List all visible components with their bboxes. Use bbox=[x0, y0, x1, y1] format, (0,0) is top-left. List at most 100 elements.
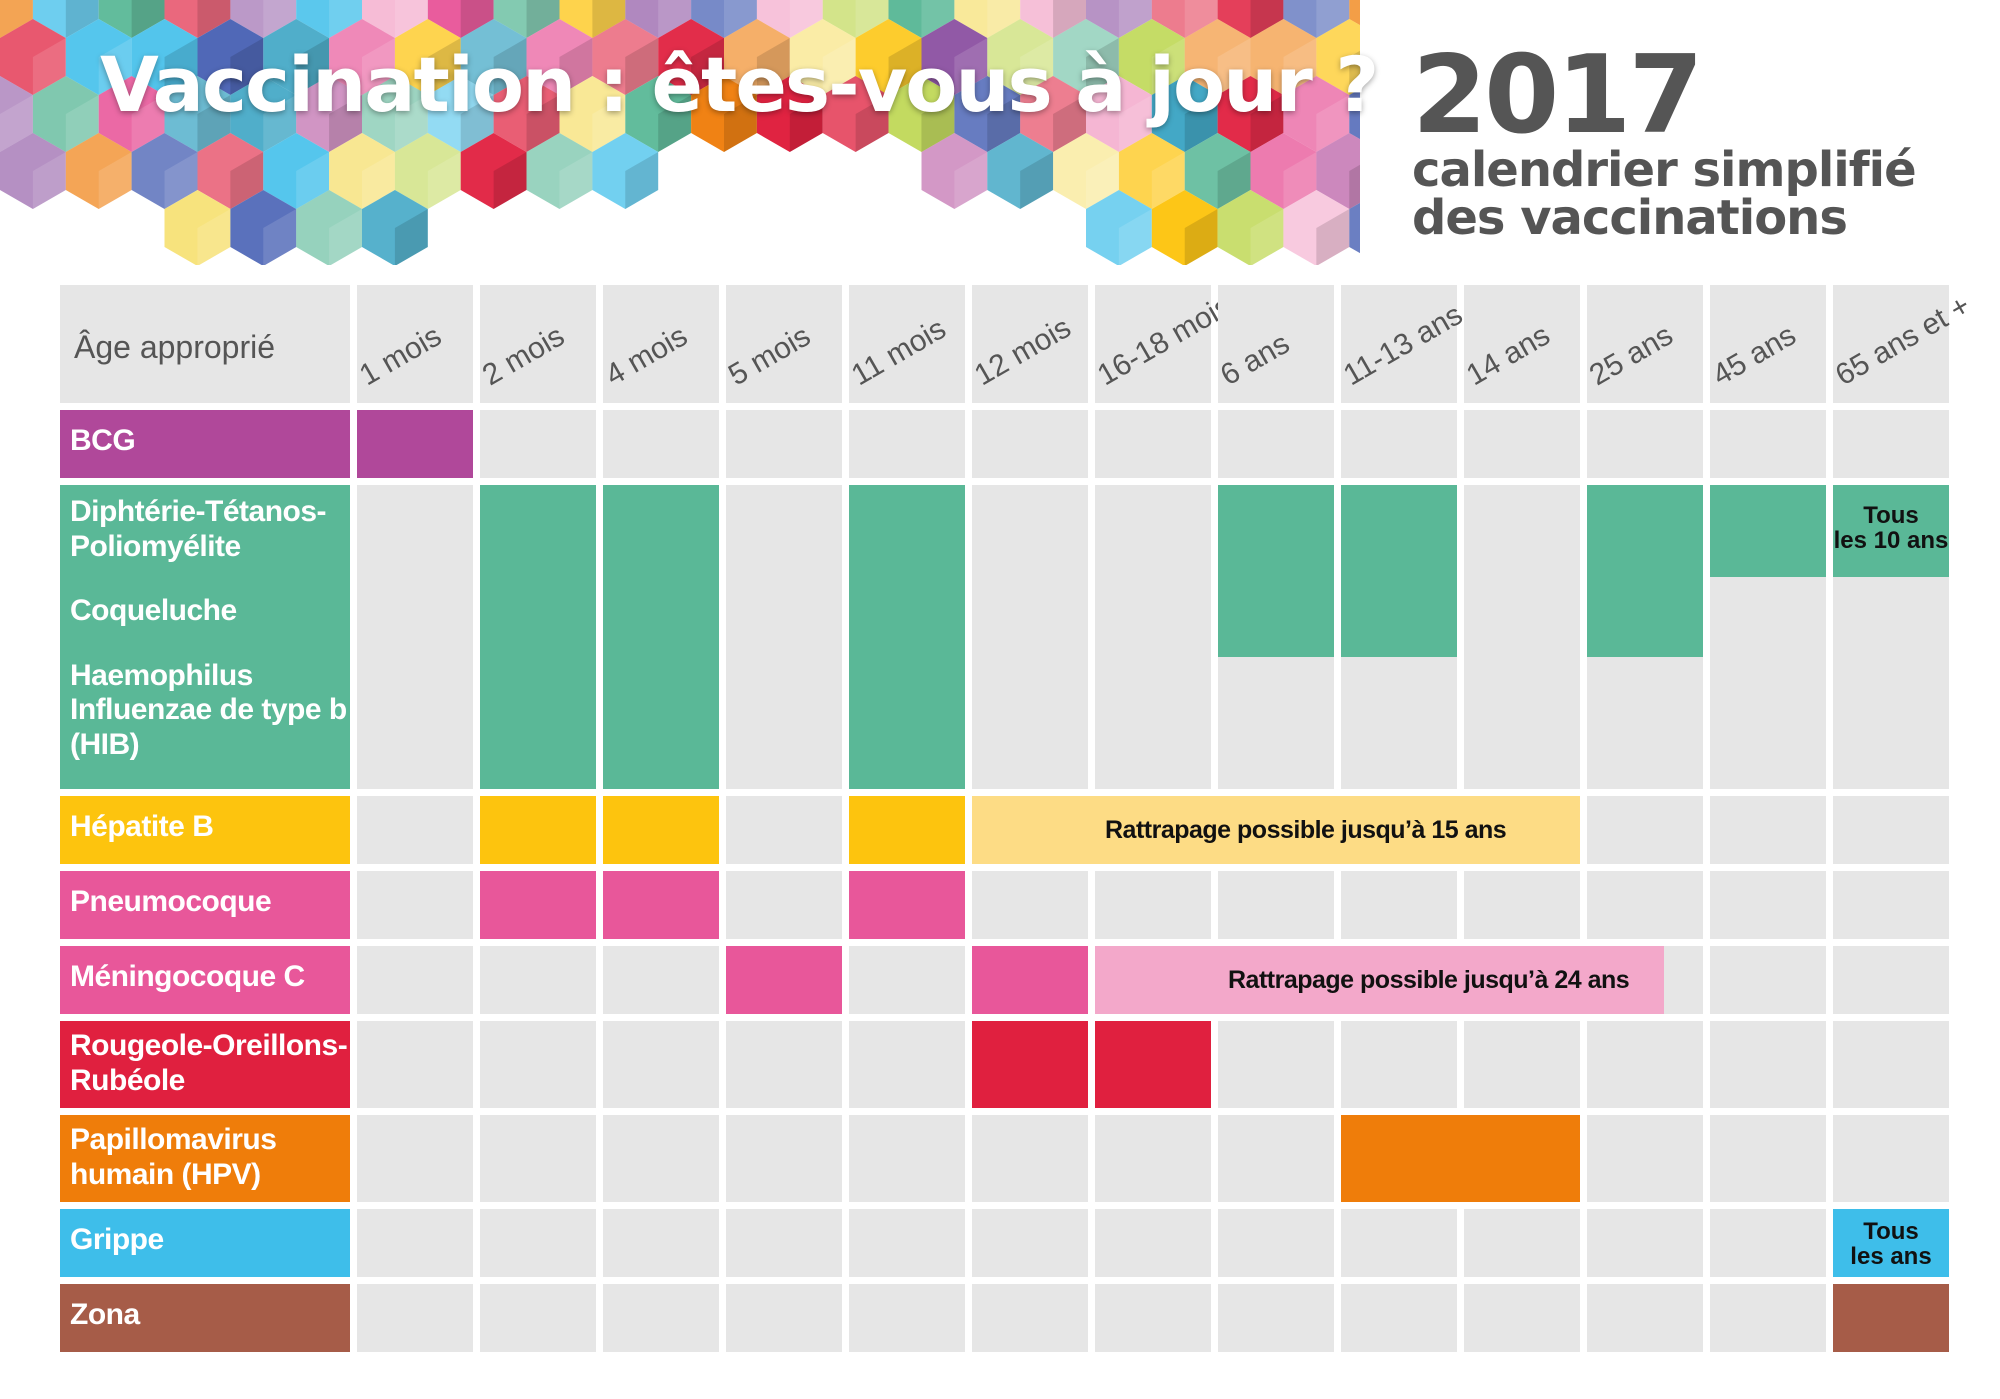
grid-cell bbox=[849, 1021, 965, 1108]
corner-header-cell: Âge approprié bbox=[60, 285, 350, 403]
mosaic-cube-face bbox=[658, 0, 692, 38]
mosaic-hexagon bbox=[921, 133, 988, 209]
mosaic-cube-face bbox=[394, 95, 428, 152]
grid-cell bbox=[603, 410, 719, 478]
grid-cell bbox=[480, 1115, 596, 1202]
mosaic-hexagon bbox=[1086, 190, 1152, 265]
mosaic-hexagon bbox=[1086, 0, 1152, 38]
vaccine-label-meningocoque-c-text: Méningocoque C bbox=[70, 960, 305, 993]
mosaic-cube-face bbox=[1349, 164, 1360, 209]
mosaic-hexagon bbox=[658, 19, 724, 95]
mosaic-cube-face bbox=[32, 152, 66, 209]
mosaic-hexagon bbox=[526, 133, 593, 209]
vaccine-label-hib-line3: (HIB) bbox=[70, 727, 140, 761]
mosaic-hexagon bbox=[65, 19, 132, 95]
mosaic-cube-face bbox=[691, 38, 724, 95]
grid-cell bbox=[1218, 871, 1334, 939]
grid-cell bbox=[1095, 1209, 1211, 1277]
mosaic-hexagon bbox=[197, 19, 264, 95]
mosaic-hexagon bbox=[164, 76, 231, 152]
grid-cell bbox=[480, 1284, 596, 1352]
mosaic-hexagon bbox=[1316, 19, 1360, 95]
schedule-fill bbox=[603, 796, 719, 864]
mosaic-hexagon bbox=[1349, 0, 1360, 26]
mosaic-hexagon bbox=[1283, 190, 1350, 265]
mosaic-cube-face bbox=[954, 152, 988, 209]
mosaic-cube-face bbox=[592, 95, 626, 152]
mosaic-cube-face bbox=[1085, 38, 1119, 95]
grid-cell bbox=[1218, 1284, 1334, 1352]
mosaic-cube-face bbox=[592, 0, 626, 38]
grid-cell bbox=[1710, 1284, 1826, 1352]
mosaic-cube-face bbox=[361, 152, 395, 209]
grid-cell bbox=[1095, 1284, 1211, 1352]
mosaic-hexagon bbox=[987, 133, 1054, 209]
grid-cell bbox=[1095, 410, 1211, 478]
grid-cell bbox=[480, 1021, 596, 1108]
mosaic-cube-face bbox=[1053, 95, 1086, 152]
mosaic-hexagon bbox=[1118, 19, 1185, 95]
vaccine-label-bcg-text: BCG bbox=[70, 424, 136, 457]
vaccination-calendar-table: Âge approprié BCG Diphtérie-Tétanos- Pol… bbox=[60, 285, 1976, 1352]
hepb-catchup-band bbox=[972, 796, 1580, 864]
mosaic-hexagon bbox=[394, 133, 461, 209]
grid-cell bbox=[972, 1209, 1088, 1277]
mosaic-cube-face bbox=[394, 209, 428, 265]
grid-cell bbox=[849, 1209, 965, 1277]
mosaic-cube-face bbox=[1316, 95, 1350, 152]
vaccine-label-ror: Rougeole-Oreillons- Rubéole bbox=[60, 1021, 350, 1108]
age-header-cell: 4 mois bbox=[600, 285, 719, 403]
grid-cell bbox=[603, 946, 719, 1014]
grid-cell bbox=[1095, 485, 1211, 789]
mosaic-cube-face bbox=[493, 38, 527, 95]
mosaic-cube-face bbox=[625, 38, 659, 95]
vaccine-label-hpv: Papillomavirus humain (HPV) bbox=[60, 1115, 350, 1202]
grid-cell bbox=[1833, 946, 1949, 1014]
mosaic-hexagon bbox=[164, 0, 231, 38]
schedule-fill bbox=[1341, 485, 1457, 657]
mosaic-hexagon bbox=[1217, 0, 1284, 38]
vaccine-label-dtp-line1: Diphtérie-Tétanos- bbox=[70, 495, 327, 528]
grid-cell bbox=[1464, 1021, 1580, 1108]
grid-cell bbox=[480, 410, 596, 478]
mosaic-hexagon bbox=[0, 76, 33, 152]
mosaic-cube-face bbox=[921, 95, 955, 152]
age-label: 11-13 ans bbox=[1338, 297, 1469, 393]
mosaic-hexagon bbox=[296, 76, 362, 152]
schedule-fill bbox=[480, 871, 596, 939]
grid-cell bbox=[1710, 410, 1826, 478]
grid-cell bbox=[603, 1115, 719, 1202]
mosaic-hexagon bbox=[625, 76, 692, 152]
mosaic-cube-face bbox=[1316, 209, 1350, 265]
grid-cell bbox=[1341, 410, 1457, 478]
vaccine-label-pneumocoque: Pneumocoque bbox=[60, 871, 350, 939]
age-header-cell: 12 mois bbox=[969, 285, 1088, 403]
grid-cell bbox=[1710, 1115, 1826, 1202]
hepb-catchup-text: Rattrapage possible jusqu’à 15 ans bbox=[1105, 816, 1507, 844]
grid-cell bbox=[1587, 871, 1703, 939]
mosaic-cube-face bbox=[460, 0, 494, 38]
grid-cell bbox=[357, 1021, 473, 1108]
mosaic-hexagon bbox=[98, 76, 165, 152]
header-hexagon-mosaic bbox=[0, 0, 1360, 265]
mosaic-hexagon bbox=[724, 19, 790, 95]
grid-cell bbox=[1218, 1115, 1334, 1202]
vaccine-label-dtp-line2: Poliomyélite bbox=[70, 529, 241, 563]
mosaic-cube-face bbox=[1053, 0, 1086, 38]
mosaic-cube-face bbox=[559, 152, 593, 209]
mosaic-cube-face bbox=[1283, 152, 1317, 209]
vaccine-label-dtp-coq-hib: Diphtérie-Tétanos- Poliomyélite Coqueluc… bbox=[60, 485, 350, 789]
mosaic-hexagon bbox=[230, 76, 297, 152]
age-header-cell: 5 mois bbox=[723, 285, 842, 403]
mosaic-cube-face bbox=[1217, 38, 1251, 95]
mosaic-hexagon bbox=[691, 76, 757, 152]
mosaic-hexagon bbox=[888, 76, 955, 152]
grid-cell bbox=[1587, 1209, 1703, 1277]
mosaic-hexagon bbox=[1283, 76, 1350, 152]
mosaic-cube-face bbox=[1316, 0, 1350, 38]
mosaic-hexagon bbox=[394, 19, 461, 95]
mosaic-cube-face bbox=[1085, 152, 1119, 209]
mosaic-cube-face bbox=[263, 0, 297, 38]
vaccine-label-pneumocoque-text: Pneumocoque bbox=[70, 885, 272, 918]
vaccine-label-hpv-line2: humain (HPV) bbox=[70, 1157, 261, 1191]
